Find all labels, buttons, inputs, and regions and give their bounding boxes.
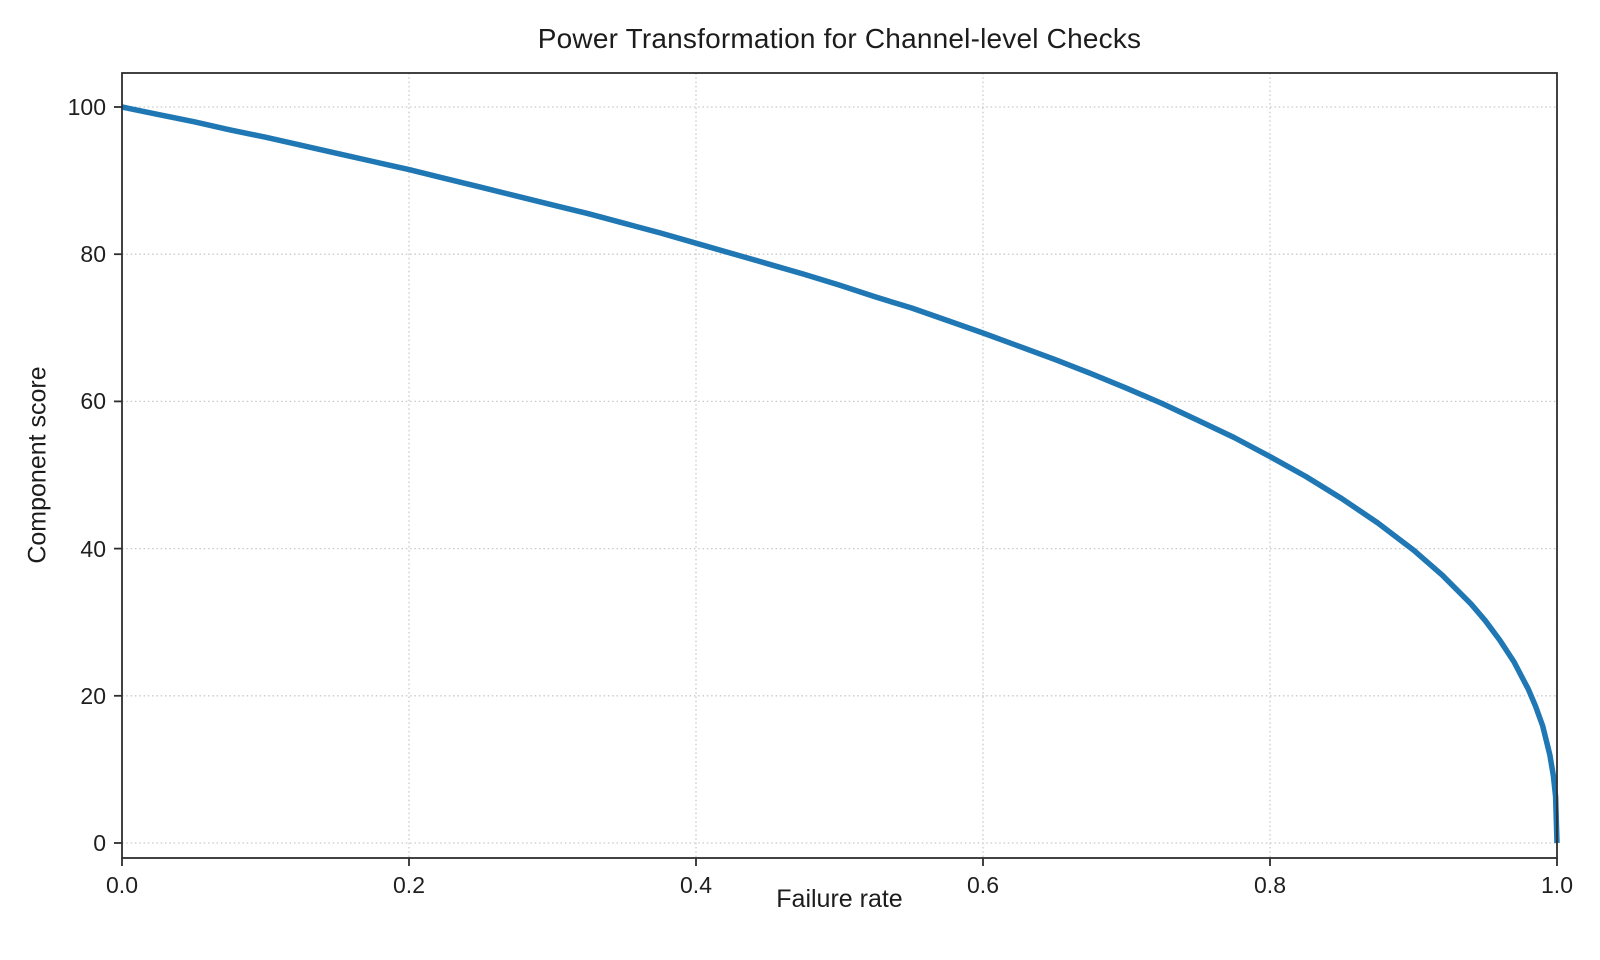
x-tick-label: 0.8 (1254, 872, 1286, 898)
y-tick-label: 100 (67, 94, 106, 120)
x-tick-label: 0.4 (680, 872, 712, 898)
y-tick-label: 0 (93, 830, 106, 856)
y-tick-label: 60 (80, 388, 106, 414)
y-tick-label: 40 (80, 536, 106, 562)
x-tick-label: 0.0 (106, 872, 138, 898)
x-tick-label: 0.2 (393, 872, 425, 898)
y-tick-label: 20 (80, 683, 106, 709)
chart-title: Power Transformation for Channel-level C… (537, 23, 1142, 54)
x-tick-label: 1.0 (1541, 872, 1573, 898)
y-tick-label: 80 (80, 241, 106, 267)
x-axis-label: Failure rate (776, 885, 903, 913)
x-tick-label: 0.6 (967, 872, 999, 898)
